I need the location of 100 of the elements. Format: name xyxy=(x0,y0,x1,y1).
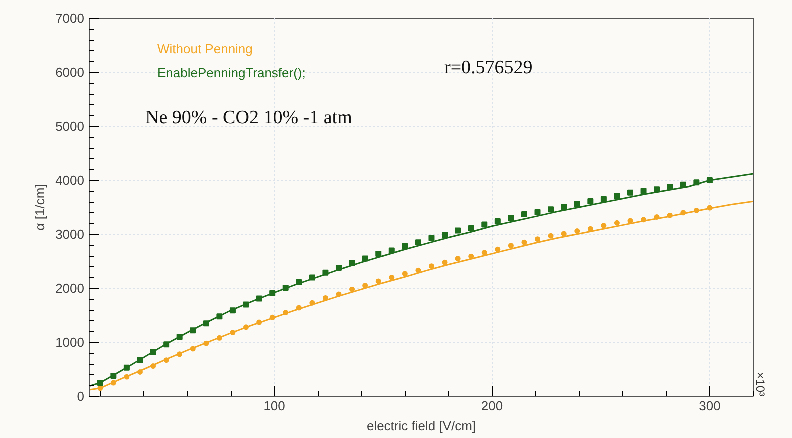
point xyxy=(322,295,328,301)
point xyxy=(482,222,488,228)
x-tick-label: 200 xyxy=(481,398,504,414)
point xyxy=(455,256,461,262)
point xyxy=(110,380,116,386)
point xyxy=(654,214,660,220)
point xyxy=(601,223,607,229)
point xyxy=(561,231,567,237)
point xyxy=(402,271,408,277)
point xyxy=(256,296,262,302)
point xyxy=(282,284,289,291)
point xyxy=(216,335,222,341)
point xyxy=(442,232,448,238)
point xyxy=(694,180,700,186)
x-tick-label: 100 xyxy=(264,398,286,414)
y-tick-label: 7000 xyxy=(56,11,84,26)
point xyxy=(270,290,276,296)
point xyxy=(177,352,183,358)
point xyxy=(482,250,488,256)
x-axis-title: electric field [V/cm] xyxy=(366,418,476,434)
point xyxy=(574,228,580,234)
point xyxy=(428,235,435,242)
point xyxy=(680,210,686,216)
point xyxy=(600,196,607,202)
point xyxy=(508,215,514,222)
point xyxy=(137,369,143,375)
point xyxy=(667,212,673,218)
text: Without Penning xyxy=(158,42,253,56)
text: ×10³ xyxy=(754,372,768,397)
point xyxy=(494,218,501,225)
point xyxy=(124,364,130,371)
point xyxy=(561,204,568,210)
point xyxy=(164,342,170,348)
point xyxy=(627,190,634,196)
point xyxy=(495,246,501,252)
point xyxy=(522,240,528,246)
y-tick-label: 1000 xyxy=(56,335,84,350)
annotation: Ne 90% - CO2 10% -1 atm xyxy=(146,108,353,128)
y-tick-label: 5000 xyxy=(56,119,84,134)
point xyxy=(628,218,634,224)
point xyxy=(614,220,620,226)
y-tick-label: 2000 xyxy=(56,281,84,296)
point xyxy=(137,357,144,364)
point xyxy=(362,256,368,262)
point xyxy=(204,340,210,346)
point xyxy=(680,182,686,188)
point xyxy=(296,305,302,311)
text: EnablePenningTransfer(); xyxy=(158,66,306,80)
point xyxy=(455,228,462,234)
point xyxy=(97,380,104,386)
point xyxy=(667,184,674,190)
point xyxy=(588,226,594,232)
point xyxy=(654,186,660,193)
point xyxy=(376,250,382,257)
point xyxy=(468,254,474,260)
point xyxy=(376,278,382,284)
point xyxy=(534,209,541,216)
point xyxy=(548,233,554,239)
point xyxy=(243,302,250,308)
y-tick-label: 4000 xyxy=(56,173,84,188)
point xyxy=(310,300,316,306)
point xyxy=(415,240,422,246)
point xyxy=(309,274,316,281)
point xyxy=(124,374,130,380)
point xyxy=(230,330,236,336)
point xyxy=(98,386,104,392)
point xyxy=(349,260,356,266)
point xyxy=(388,248,395,254)
annotation: r=0.576529 xyxy=(444,58,533,78)
point xyxy=(442,260,448,266)
point xyxy=(614,193,620,200)
point xyxy=(176,334,183,340)
point xyxy=(296,280,302,286)
point xyxy=(706,178,713,184)
point xyxy=(230,308,236,314)
x-tick-label: 300 xyxy=(699,398,721,414)
point xyxy=(362,283,368,289)
point xyxy=(428,264,434,270)
point xyxy=(508,243,514,249)
point xyxy=(416,268,422,274)
point xyxy=(336,264,342,271)
point xyxy=(468,226,474,232)
point xyxy=(588,198,594,205)
point xyxy=(190,346,196,352)
point xyxy=(707,205,713,211)
y-tick-label: 6000 xyxy=(56,65,84,80)
point xyxy=(535,236,541,242)
point xyxy=(190,328,196,334)
point xyxy=(110,372,117,379)
point xyxy=(548,206,554,213)
y-tick-label: 3000 xyxy=(56,227,84,242)
point xyxy=(270,314,276,320)
point xyxy=(164,358,170,364)
point xyxy=(203,320,210,327)
point xyxy=(521,212,528,218)
point xyxy=(322,270,329,276)
point xyxy=(336,292,342,298)
point xyxy=(389,274,395,280)
point xyxy=(694,208,700,214)
point xyxy=(216,314,223,320)
